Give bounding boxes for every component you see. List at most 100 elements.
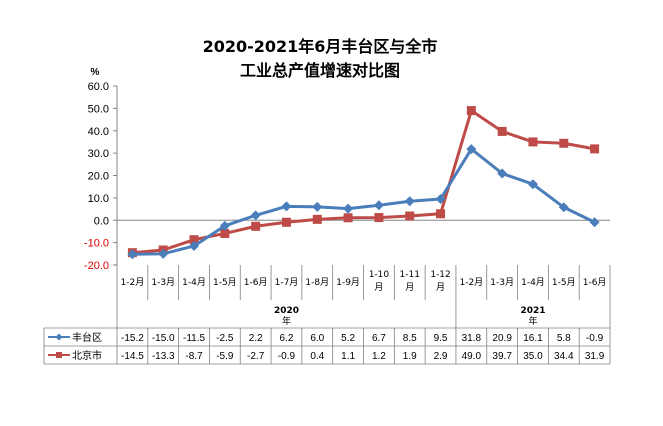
category-label: 1-3月 — [490, 277, 514, 288]
data-point — [250, 210, 261, 221]
table-cell-value: 39.7 — [492, 351, 512, 362]
data-point — [251, 221, 261, 231]
year-group-label: 2020 — [274, 306, 299, 316]
category-label: 1-8月 — [305, 277, 329, 288]
category-label: 1-2月 — [459, 277, 483, 288]
year-group-suffix: 年 — [282, 315, 291, 327]
data-point — [436, 209, 446, 219]
category-label-suffix: 月 — [374, 282, 383, 293]
data-point — [373, 200, 384, 211]
data-point — [312, 214, 322, 224]
y-tick-label: -10.0 — [84, 238, 109, 250]
y-tick-label: -20.0 — [84, 260, 109, 272]
table-cell-value: 34.4 — [554, 351, 574, 362]
y-tick-label: 10.0 — [88, 193, 109, 205]
legend-label: 北京市 — [72, 349, 102, 362]
data-point — [590, 144, 600, 154]
table-cell-value: -14.5 — [121, 351, 144, 362]
table-cell-value: 2.9 — [434, 351, 448, 362]
data-point — [405, 211, 415, 221]
data-point — [127, 249, 138, 260]
table-cell-value: -5.9 — [216, 351, 234, 362]
table-cell-value: -2.7 — [247, 351, 265, 362]
table-cell-value: 31.9 — [585, 351, 605, 362]
data-point — [189, 240, 200, 251]
data-point — [343, 203, 354, 214]
year-group-label: 2021 — [520, 306, 545, 316]
data-point — [497, 126, 507, 136]
data-point — [466, 144, 477, 155]
category-label-suffix: 月 — [436, 282, 445, 293]
category-label: 1-4月 — [521, 277, 545, 288]
legend-label: 丰台区 — [72, 331, 102, 344]
y-tick-label: 30.0 — [88, 148, 109, 160]
table-cell-value: 35.0 — [523, 351, 543, 362]
category-label: 1-3月 — [151, 277, 175, 288]
data-point — [220, 228, 230, 238]
data-point — [559, 138, 569, 148]
table-cell-value: 9.5 — [434, 333, 448, 344]
table-cell-value: -2.5 — [216, 333, 234, 344]
table-cell-value: -13.3 — [152, 351, 175, 362]
data-point — [527, 179, 538, 190]
y-tick-label: 40.0 — [88, 126, 109, 138]
category-label: 1-9月 — [336, 277, 360, 288]
category-label: 1-5月 — [552, 277, 576, 288]
category-label: 1-4月 — [182, 277, 206, 288]
data-point — [281, 217, 291, 227]
data-point — [312, 201, 323, 212]
chart-title-line2: 工业总产值增速对比图 — [240, 61, 400, 80]
table-cell-value: -0.9 — [278, 351, 296, 362]
data-point — [404, 196, 415, 207]
data-point — [466, 106, 476, 116]
data-point — [558, 202, 569, 213]
table-cell-value: 2.2 — [249, 333, 263, 344]
data-point — [189, 235, 199, 245]
table-cell-value: 49.0 — [462, 351, 482, 362]
table-cell-value: -11.5 — [183, 333, 205, 344]
table-cell-value: -15.2 — [121, 333, 144, 344]
table-cell-value: 1.1 — [341, 351, 355, 362]
data-point — [281, 201, 292, 212]
y-tick-label: 20.0 — [88, 171, 109, 183]
y-axis-unit: % — [91, 67, 100, 78]
table-cell-value: 6.2 — [280, 333, 294, 344]
year-group-suffix: 年 — [528, 315, 537, 327]
category-label: 1-6月 — [244, 277, 268, 288]
table-cell-value: 5.8 — [557, 333, 571, 344]
y-tick-label: 50.0 — [88, 103, 109, 115]
data-point — [343, 213, 353, 223]
data-point — [219, 220, 230, 231]
table-cell-value: 20.9 — [492, 333, 512, 344]
table-cell-value: 16.1 — [523, 333, 543, 344]
category-label: 1-2月 — [121, 277, 145, 288]
legend-key-marker — [55, 333, 63, 341]
table-cell-value: -15.0 — [152, 333, 175, 344]
category-label: 1-7月 — [275, 277, 299, 288]
category-label: 1-12 — [430, 270, 450, 280]
table-cell-value: 31.8 — [462, 333, 482, 344]
y-tick-label: 60.0 — [88, 81, 109, 93]
data-point — [435, 193, 446, 204]
data-point — [374, 213, 384, 223]
category-label-suffix: 月 — [405, 282, 414, 293]
data-point — [528, 137, 538, 147]
table-cell-value: -8.7 — [185, 351, 203, 362]
table-cell-value: 8.5 — [403, 333, 417, 344]
data-point — [158, 248, 169, 259]
category-label: 1-10 — [369, 270, 390, 280]
series-line-fengtai — [132, 147, 596, 256]
table-cell-value: 6.7 — [372, 333, 386, 344]
category-label: 1-6月 — [583, 277, 607, 288]
table-cell-value: 1.9 — [403, 351, 417, 362]
category-label: 1-5月 — [213, 277, 237, 288]
legend-key-marker — [56, 352, 62, 358]
table-cell-value: 6.0 — [310, 333, 324, 344]
data-point — [589, 217, 600, 228]
table-cell-value: 0.4 — [310, 351, 324, 362]
category-label: 1-11 — [400, 270, 420, 280]
table-cell-value: 5.2 — [341, 333, 355, 344]
data-point — [497, 168, 508, 179]
chart-title-line1: 2020-2021年6月丰台区与全市 — [203, 37, 438, 56]
